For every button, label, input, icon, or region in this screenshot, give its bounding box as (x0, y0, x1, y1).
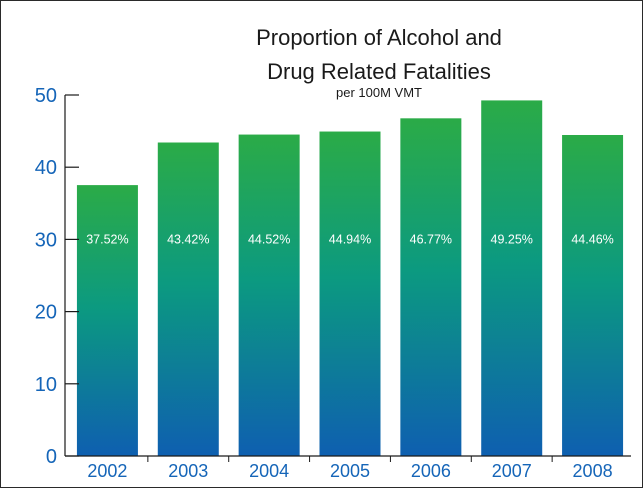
bar-value-label-2007: 49.25% (491, 232, 533, 246)
x-tick-label-2008: 2008 (573, 461, 613, 481)
y-tick-label-10: 10 (35, 374, 57, 396)
y-tick-label-30: 30 (35, 229, 57, 251)
bar-2007 (481, 100, 543, 456)
y-tick-label-0: 0 (46, 446, 57, 468)
bar-value-label-2004: 44.52% (248, 232, 290, 246)
bar-value-label-2005: 44.94% (329, 232, 371, 246)
x-tick-label-2006: 2006 (411, 461, 451, 481)
bar-2004 (238, 134, 300, 456)
y-tick-label-40: 40 (35, 157, 57, 179)
x-tick-label-2003: 2003 (168, 461, 208, 481)
bars-layer: 37.52% 43.42% 44.52% 44.94% 46.77% 49.25% 44.4… (76, 100, 624, 457)
x-tick-label-2005: 2005 (330, 461, 370, 481)
y-tick-label-50: 50 (35, 85, 57, 107)
bar-2008 (562, 134, 624, 457)
bar-value-label-2003: 43.42% (167, 232, 209, 246)
bar-2002 (76, 185, 138, 457)
bar-2006 (400, 118, 462, 456)
y-tick-label-20: 20 (35, 302, 57, 324)
axes: 2002 2003 2004 2005 2006 2007 2008 0 10 20 30 40 50 (35, 85, 631, 481)
bar-2005 (319, 131, 381, 456)
bar-value-label-2002: 37.52% (86, 232, 128, 246)
x-tick-label-2004: 2004 (249, 461, 289, 481)
chart-title-line2: Drug Related Fatalities (267, 59, 491, 84)
chart-title-line1: Proportion of Alcohol and (256, 25, 502, 50)
x-tick-label-2007: 2007 (492, 461, 532, 481)
bar-value-label-2006: 46.77% (410, 232, 452, 246)
bar-value-label-2008: 44.46% (571, 232, 613, 246)
bar-2003 (157, 142, 219, 456)
x-tick-label-2002: 2002 (87, 461, 127, 481)
chart-subtitle: per 100M VMT (336, 85, 422, 100)
